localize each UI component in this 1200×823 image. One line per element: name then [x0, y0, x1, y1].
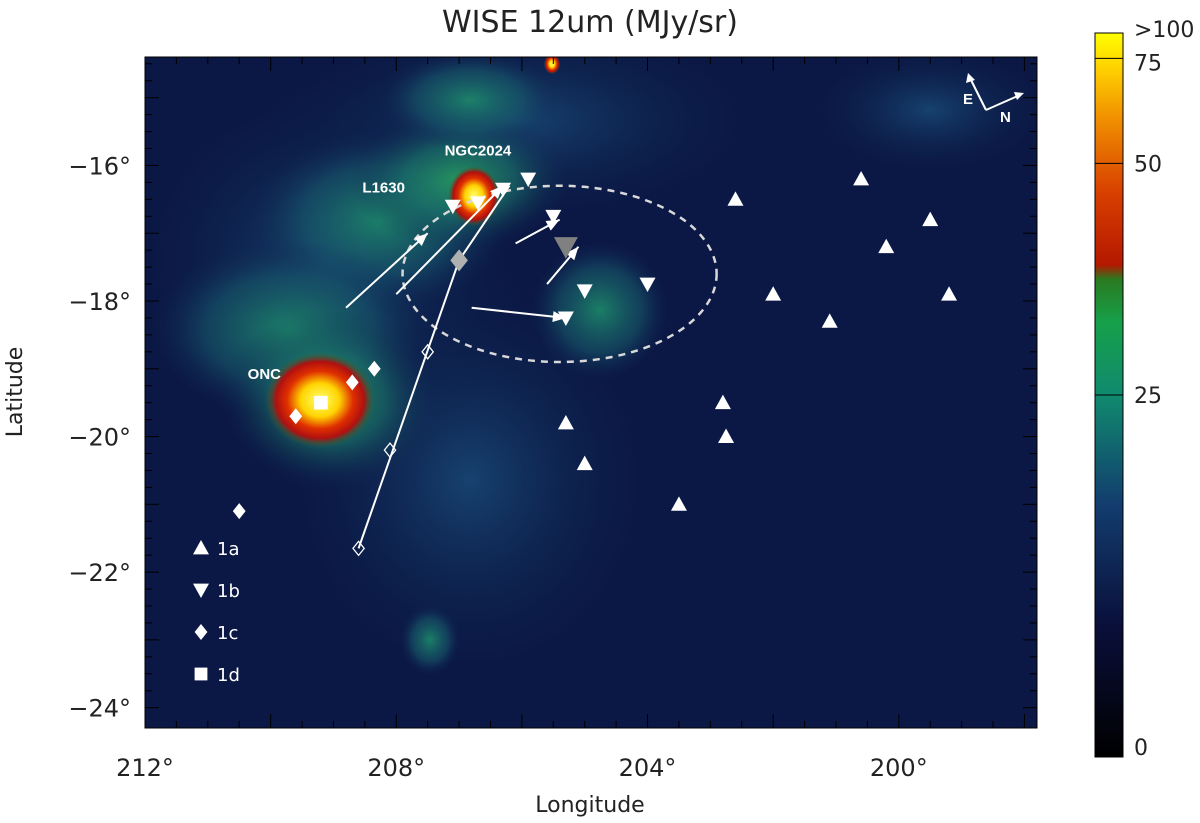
chart-title: WISE 12um (MJy/sr) [442, 5, 738, 40]
x-tick-label: 204° [619, 754, 677, 782]
data-point [765, 286, 782, 301]
y-tick-label: −18° [68, 288, 131, 316]
data-point [878, 238, 895, 254]
data-point [576, 455, 593, 471]
plot-frame [144, 56, 1038, 729]
legend: 1a 1b 1c 1d [193, 539, 240, 686]
legend-label-1b: 1b [217, 581, 240, 602]
data-point [289, 408, 303, 425]
series-1a [557, 171, 958, 511]
vector-arrowhead [565, 246, 579, 261]
vector-arrowhead [545, 219, 560, 231]
data-point [553, 237, 578, 259]
y-tick-label: −20° [68, 424, 131, 452]
compass-e: E [963, 91, 973, 108]
legend-marker-1c [194, 624, 208, 640]
legend-label-1c: 1c [217, 623, 238, 644]
data-point [941, 286, 958, 301]
data-point [557, 415, 574, 430]
series-extra-6 [352, 343, 435, 557]
y-tick-labels: −16° −18° −20° −22° −24° [68, 152, 131, 722]
data-point [821, 313, 838, 328]
axis-ticks [144, 57, 1037, 728]
y-tick-label: −24° [68, 695, 131, 723]
series-1b [444, 172, 656, 326]
label-l1630: L1630 [362, 180, 405, 197]
colorbar-label: 25 [1134, 384, 1162, 409]
data-point [345, 374, 359, 391]
colorbar-label: >100 [1134, 18, 1194, 43]
data-point [545, 209, 562, 225]
legend-marker-1a [193, 540, 209, 555]
y-tick-label: −22° [68, 559, 131, 587]
colorbar-label: 0 [1134, 736, 1148, 761]
compass-n: N [1000, 109, 1011, 126]
motion-vector [345, 232, 429, 309]
data-point [495, 182, 512, 198]
legend-marker-1d [194, 667, 208, 681]
legend-marker-1b [193, 583, 209, 598]
overlay [232, 171, 958, 557]
series-1c [232, 360, 381, 520]
data-point [352, 540, 366, 557]
compass: E N [963, 73, 1024, 126]
data-point [444, 199, 461, 215]
label-ngc2024: NGC2024 [445, 142, 512, 159]
colorbar-label: 75 [1134, 51, 1162, 76]
data-point [421, 343, 435, 360]
series-extra-5 [450, 249, 468, 272]
x-tick-label: 200° [870, 754, 928, 782]
y-tick-label: −16° [68, 152, 131, 180]
data-point [314, 395, 328, 410]
legend-label-1a: 1a [217, 539, 239, 560]
data-point [232, 503, 246, 520]
series-extra-4 [553, 237, 578, 259]
data-point [714, 394, 731, 410]
data-point [383, 442, 397, 459]
colorbar-ticks: 0 25 50 75 >100 [1095, 18, 1194, 761]
wise-image [145, 57, 1037, 728]
data-point [727, 191, 744, 206]
data-point [367, 360, 381, 377]
colorbar: 0 25 50 75 >100 [1094, 18, 1194, 761]
label-onc: ONC [248, 366, 282, 383]
annotations: NGC2024 L1630 ONC [248, 142, 512, 383]
data-point [469, 196, 486, 211]
vector-arrowhead [414, 233, 428, 247]
y-axis-label: Latitude [3, 347, 28, 438]
data-point [718, 428, 735, 443]
x-axis-label: Longitude [535, 793, 644, 818]
vector-arrowhead [552, 311, 566, 323]
legend-label-1d: 1d [217, 665, 240, 686]
x-tick-label: 212° [116, 754, 174, 782]
colorbar-label: 50 [1134, 152, 1162, 177]
data-point [520, 172, 537, 187]
data-point [922, 211, 939, 227]
x-tick-labels: 212° 208° 204° 200° [116, 754, 928, 782]
data-point [853, 171, 870, 186]
shell-ellipse [401, 184, 718, 364]
motion-vector [395, 185, 504, 295]
data-point [450, 249, 468, 272]
data-point [639, 277, 656, 293]
motion-vector [471, 306, 566, 319]
series-1d [314, 395, 328, 410]
data-point [670, 496, 687, 511]
data-point [557, 311, 574, 326]
data-point [576, 284, 593, 299]
x-tick-label: 208° [367, 754, 425, 782]
